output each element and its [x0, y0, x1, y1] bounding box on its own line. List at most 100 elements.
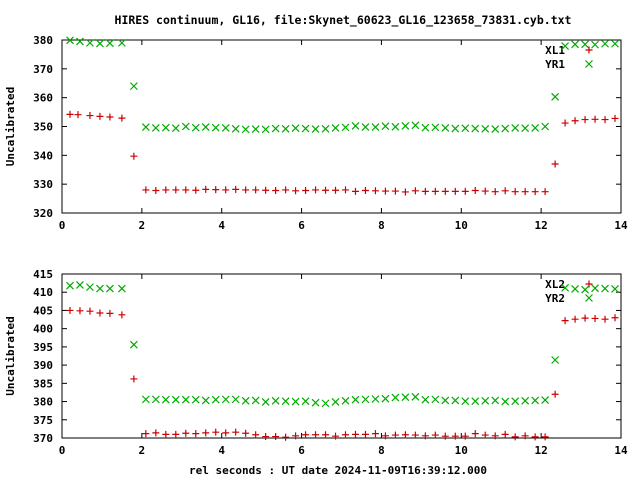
data-point — [242, 429, 250, 437]
y-tick-label: 415 — [33, 268, 53, 281]
data-point — [117, 284, 126, 293]
data-point — [332, 432, 340, 440]
data-point — [601, 315, 609, 323]
data-point — [381, 187, 389, 195]
data-point — [182, 186, 190, 194]
y-tick-label: 330 — [33, 178, 53, 191]
data-point — [76, 307, 84, 315]
data-point — [381, 122, 390, 131]
data-point — [105, 284, 114, 293]
data-point — [591, 115, 599, 123]
data-point — [371, 187, 379, 195]
data-point — [291, 124, 300, 133]
data-point — [591, 284, 599, 293]
data-point — [341, 396, 350, 405]
data-point — [331, 397, 340, 406]
data-point — [521, 396, 530, 405]
data-point — [531, 124, 540, 132]
data-point — [222, 186, 230, 194]
legend-marker — [585, 60, 593, 68]
x-tick-label: 14 — [614, 444, 628, 457]
data-point — [451, 124, 460, 133]
data-point — [130, 375, 138, 383]
data-point — [461, 432, 469, 440]
data-point — [221, 395, 230, 404]
data-point — [242, 186, 250, 194]
data-point — [211, 123, 220, 132]
data-point — [521, 188, 529, 196]
data-point — [222, 429, 230, 437]
x-tick-label: 2 — [139, 219, 146, 232]
data-point — [172, 186, 180, 194]
y-tick-label: 380 — [33, 34, 53, 47]
data-point — [351, 121, 360, 130]
y-tick-label: 410 — [33, 286, 53, 299]
data-point — [551, 160, 559, 168]
data-point — [96, 309, 104, 317]
data-point — [152, 187, 160, 195]
data-point — [601, 116, 609, 124]
data-point — [106, 113, 114, 121]
data-point — [471, 430, 479, 438]
legend-label: XL1 — [545, 44, 565, 57]
legend-label: YR2 — [545, 292, 565, 305]
data-point — [152, 429, 160, 437]
data-point — [341, 123, 350, 132]
data-point — [202, 429, 210, 437]
data-point — [86, 38, 94, 47]
y-tick-label: 320 — [33, 207, 53, 220]
data-point — [361, 187, 369, 195]
data-point — [491, 396, 500, 405]
data-point — [501, 124, 510, 133]
data-point — [332, 186, 340, 194]
data-point — [191, 395, 200, 404]
y-tick-label: 385 — [33, 377, 53, 390]
data-point — [421, 123, 430, 132]
data-point — [361, 430, 369, 438]
data-point — [371, 123, 380, 132]
data-point — [251, 396, 260, 405]
data-point — [491, 188, 499, 196]
data-point — [411, 187, 419, 195]
data-point — [611, 314, 619, 322]
data-point — [511, 124, 520, 132]
x-tick-label: 6 — [298, 444, 305, 457]
data-point — [581, 116, 589, 124]
data-point — [531, 396, 540, 405]
data-point — [232, 185, 240, 193]
y-tick-label: 405 — [33, 304, 53, 317]
x-tick-label: 4 — [218, 219, 225, 232]
data-point — [221, 124, 230, 132]
x-tick-label: 8 — [378, 219, 385, 232]
data-point — [431, 395, 440, 404]
data-point — [302, 187, 310, 195]
data-point — [591, 40, 599, 49]
data-point — [66, 306, 74, 314]
data-point — [411, 392, 420, 401]
data-point — [411, 121, 420, 130]
data-point — [231, 124, 240, 133]
data-point — [321, 399, 330, 408]
data-point — [351, 187, 359, 195]
y-tick-label: 370 — [33, 63, 53, 76]
data-point — [431, 431, 439, 439]
data-point — [96, 112, 104, 120]
data-point — [142, 186, 150, 194]
x-tick-label: 12 — [535, 219, 548, 232]
x-tick-label: 12 — [535, 444, 548, 457]
data-point — [272, 433, 280, 441]
data-point — [281, 397, 290, 406]
data-point — [262, 433, 270, 441]
data-point — [129, 340, 138, 349]
legend-marker — [585, 46, 593, 54]
data-point — [481, 187, 489, 195]
data-point — [141, 395, 150, 404]
data-point — [381, 394, 390, 403]
data-point — [321, 124, 330, 133]
data-point — [192, 430, 200, 438]
data-point — [118, 114, 126, 122]
data-point — [142, 430, 150, 438]
data-point — [501, 430, 509, 438]
y-tick-label: 375 — [33, 414, 53, 427]
